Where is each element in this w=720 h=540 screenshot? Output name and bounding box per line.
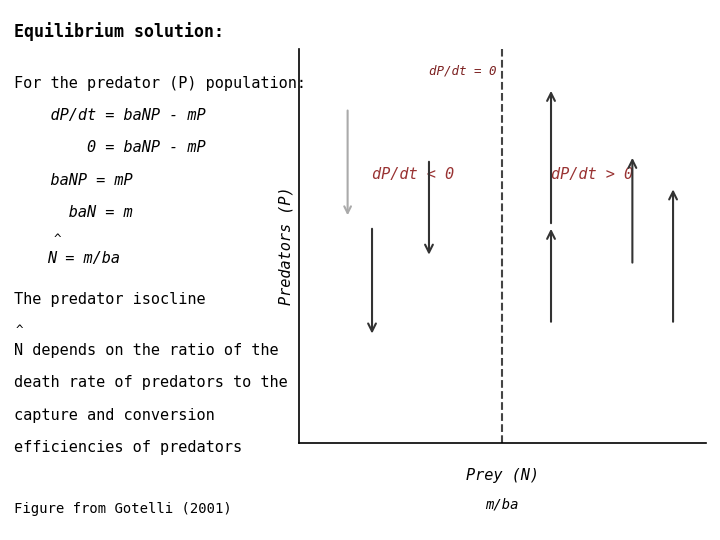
Text: baN = m: baN = m — [14, 205, 133, 220]
Text: dP/dt = baNP - mP: dP/dt = baNP - mP — [14, 108, 206, 123]
Text: ^: ^ — [54, 233, 61, 246]
Text: efficiencies of predators: efficiencies of predators — [14, 440, 243, 455]
Text: dP/dt < 0: dP/dt < 0 — [372, 167, 454, 182]
Text: Equilibrium solution:: Equilibrium solution: — [14, 22, 225, 40]
Text: Figure from Gotelli (2001): Figure from Gotelli (2001) — [14, 502, 232, 516]
Text: 0 = baNP - mP: 0 = baNP - mP — [14, 140, 206, 156]
Text: For the predator (P) population:: For the predator (P) population: — [14, 76, 307, 91]
Text: dP/dt > 0: dP/dt > 0 — [551, 167, 633, 182]
Text: m/ba: m/ba — [485, 498, 519, 512]
Text: capture and conversion: capture and conversion — [14, 408, 215, 423]
Text: baNP = mP: baNP = mP — [14, 173, 133, 188]
Text: N = m/ba: N = m/ba — [47, 251, 120, 266]
Text: death rate of predators to the: death rate of predators to the — [14, 375, 288, 390]
Text: The predator isocline: The predator isocline — [14, 292, 206, 307]
Text: dP/dt = 0: dP/dt = 0 — [428, 64, 496, 77]
Text: N depends on the ratio of the: N depends on the ratio of the — [14, 343, 279, 358]
X-axis label: Prey (N): Prey (N) — [466, 468, 539, 483]
Y-axis label: Predators (P): Predators (P) — [278, 186, 293, 305]
Text: ^: ^ — [16, 325, 23, 338]
